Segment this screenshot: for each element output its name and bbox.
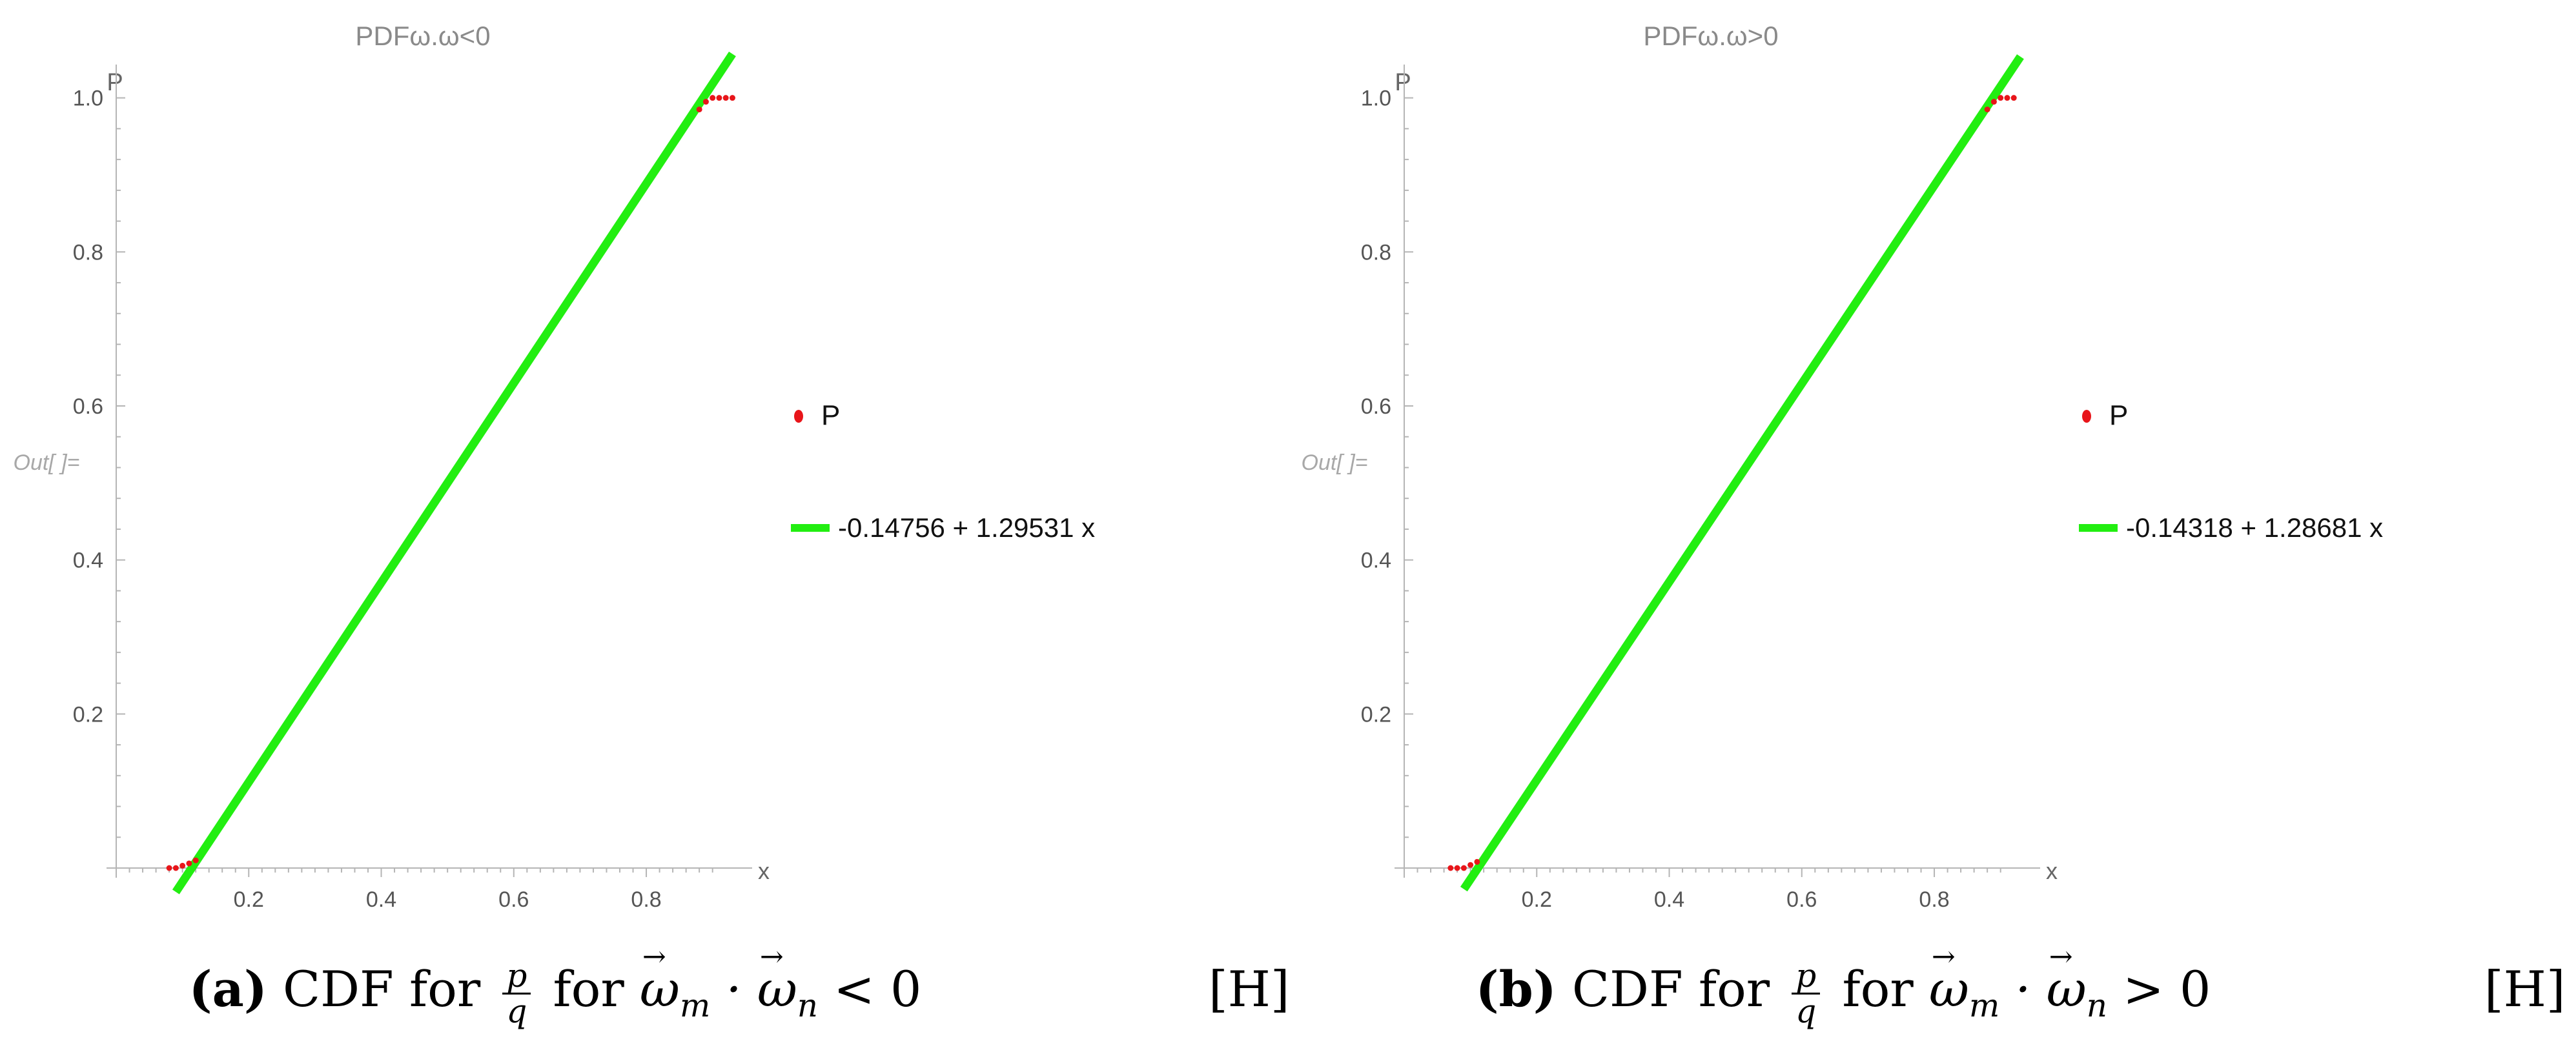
y-tick-label: 0.2 [1361,702,1391,727]
y-axis-label: P [1395,69,1411,96]
caption-math: ωm · ωn [1929,922,2107,1024]
legend-marker-points [794,410,803,423]
y-tick-label: 0.4 [1361,549,1391,573]
x-axis-label: x [758,858,770,884]
data-point [1990,99,1997,105]
data-point [192,857,199,864]
data-point [1454,865,1460,871]
data-point [1447,865,1454,871]
x-tick-label: 0.2 [1522,887,1552,912]
legend-label-line: -0.14756 + 1.29531 x [838,512,1095,543]
data-point [716,95,722,101]
h-label-a: [H] [1209,960,1290,1018]
caption-text: for [1842,960,1914,1018]
x-tick-label: 0.6 [498,887,529,912]
caption-text: for [553,960,624,1018]
data-point [2010,95,2017,101]
legend-label-points: P [2109,399,2128,431]
out-label: Out[ ]= [1302,450,1368,475]
x-axis-label: x [2046,858,2058,884]
out-label: Out[ ]= [14,450,80,475]
data-point [1460,865,1467,871]
x-tick-label: 0.4 [366,887,396,912]
data-point [172,865,179,871]
y-tick-label: 0.4 [73,549,103,573]
caption-text: CDF for [1571,960,1770,1018]
fraction-denominator: q [1795,992,1817,1030]
x-tick-label: 0.6 [1786,887,1817,912]
legend-label-line: -0.14318 + 1.28681 x [2126,512,2383,543]
y-axis-label: P [107,69,123,96]
data-point [186,860,192,867]
data-point [1474,858,1480,865]
x-tick-label: 0.8 [1919,887,1949,912]
data-point [702,99,709,105]
chart-title: PDFω.ω>0 [1643,21,1778,51]
caption-fraction: p q [1792,959,1821,1030]
caption-relation: < 0 [833,960,922,1018]
data-point [1998,95,2004,101]
y-tick-label: 0.2 [73,702,103,727]
chart-b: PDFω.ω>0 P Out[ ]= x 0.2 0.4 0.6 0.8 0.2 0.4 0.6 0.… [1302,21,2384,912]
fit-line [172,51,736,894]
x-tick-label: 0.8 [631,887,661,912]
caption-b: (b) CDF for p q for ωm · ωn > 0 [1391,922,2295,1030]
caption-fraction: p q [502,959,531,1028]
fit-line [1460,54,2024,892]
y-tick-label: 0.6 [1361,394,1391,419]
data-point [179,862,186,869]
caption-text: CDF for [282,960,481,1018]
data-point [1984,106,1990,113]
fraction-denominator: q [506,992,527,1030]
data-point [696,106,702,113]
data-point [166,865,172,871]
legend-label-points: P [821,399,840,431]
data-point [2004,95,2010,101]
h-label-b: [H] [2484,960,2566,1018]
data-point [722,95,729,101]
y-tick-label: 0.6 [73,394,103,419]
x-tick-label: 0.4 [1654,887,1684,912]
y-tick-label: 1.0 [73,86,103,111]
y-tick-label: 0.8 [1361,240,1391,265]
chart-a: PDFω.ω<0 P Out[ ]= x 0.2 0.4 0.6 0.8 0.2 0.4 0.6 0.… [14,21,1096,912]
y-tick-label: 1.0 [1361,86,1391,111]
caption-math: ωm · ωn [640,922,818,1024]
caption-tag: (a) [189,960,267,1018]
fraction-numerator: p [502,959,531,995]
legend-marker-points [2082,410,2091,423]
y-tick-label: 0.8 [73,240,103,265]
x-tick-label: 0.2 [234,887,264,912]
data-point [1467,862,1474,868]
caption-a: (a) CDF for p q for ωm · ωn < 0 [103,922,1007,1028]
caption-tag: (b) [1475,960,1557,1018]
caption-relation: > 0 [2123,960,2211,1018]
chart-title: PDFω.ω<0 [355,21,490,51]
fraction-numerator: p [1792,959,1821,995]
data-point [729,95,735,101]
data-point [710,95,716,101]
